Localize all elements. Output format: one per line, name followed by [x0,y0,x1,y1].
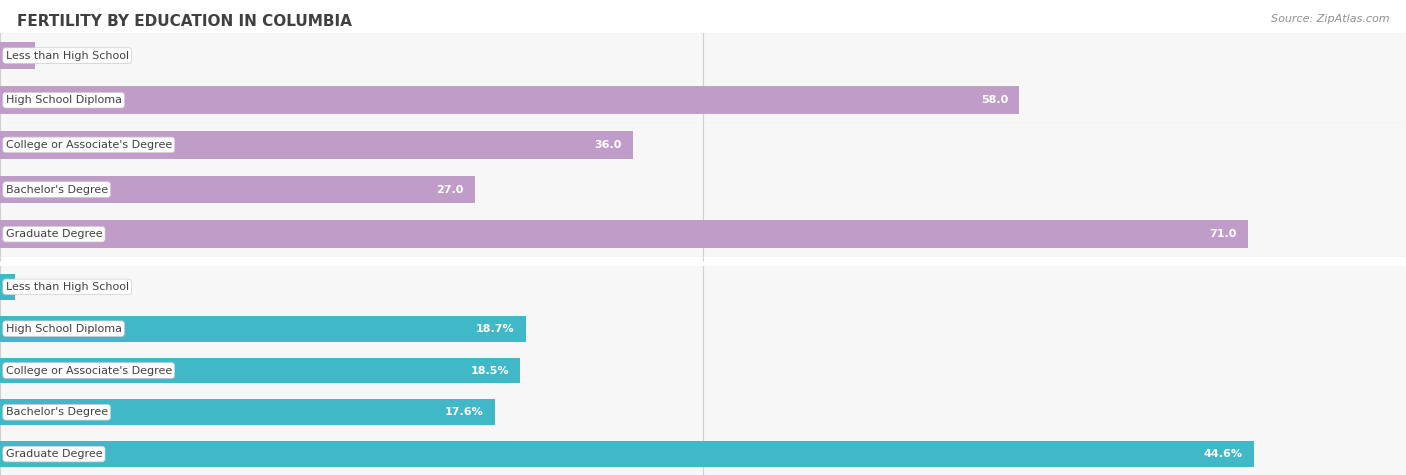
Bar [0,358,520,383]
Bar [0,274,15,300]
Text: 27.0: 27.0 [436,184,464,195]
FancyBboxPatch shape [0,167,1406,212]
Text: Bachelor's Degree: Bachelor's Degree [6,407,108,418]
Bar [0,86,1019,114]
Text: High School Diploma: High School Diploma [6,95,122,105]
Bar [0,316,526,342]
Text: Less than High School: Less than High School [6,282,129,292]
FancyBboxPatch shape [0,350,1406,391]
FancyBboxPatch shape [0,308,1406,350]
FancyBboxPatch shape [0,391,1406,433]
Bar [0,131,633,159]
Text: 44.6%: 44.6% [1204,449,1243,459]
Bar [0,220,1249,248]
Text: 17.6%: 17.6% [444,407,484,418]
FancyBboxPatch shape [0,212,1406,256]
Text: 36.0: 36.0 [595,140,621,150]
Bar [0,399,495,425]
Text: Bachelor's Degree: Bachelor's Degree [6,184,108,195]
Text: 18.5%: 18.5% [471,365,509,376]
Text: Less than High School: Less than High School [6,50,129,61]
Text: Graduate Degree: Graduate Degree [6,229,103,239]
Text: 2.0: 2.0 [46,50,65,61]
Text: High School Diploma: High School Diploma [6,323,122,334]
Text: Graduate Degree: Graduate Degree [6,449,103,459]
Text: 18.7%: 18.7% [477,323,515,334]
Bar [0,42,35,69]
Bar [0,176,475,203]
FancyBboxPatch shape [0,123,1406,167]
Text: College or Associate's Degree: College or Associate's Degree [6,140,172,150]
FancyBboxPatch shape [0,433,1406,475]
Text: College or Associate's Degree: College or Associate's Degree [6,365,172,376]
Text: 58.0: 58.0 [981,95,1008,105]
Text: 0.54%: 0.54% [27,282,62,292]
Text: 71.0: 71.0 [1209,229,1237,239]
FancyBboxPatch shape [0,33,1406,78]
Bar [0,441,1254,467]
Text: FERTILITY BY EDUCATION IN COLUMBIA: FERTILITY BY EDUCATION IN COLUMBIA [17,14,352,29]
FancyBboxPatch shape [0,78,1406,123]
FancyBboxPatch shape [0,266,1406,308]
Text: Source: ZipAtlas.com: Source: ZipAtlas.com [1271,14,1389,24]
